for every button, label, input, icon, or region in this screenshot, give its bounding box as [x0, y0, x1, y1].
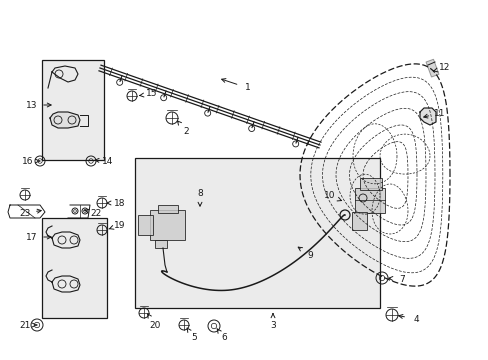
Text: 8: 8 — [197, 189, 203, 198]
Text: 22: 22 — [90, 208, 102, 217]
Text: 7: 7 — [398, 274, 404, 284]
Bar — [135, 158, 379, 308]
Bar — [158, 205, 178, 213]
Text: 20: 20 — [149, 320, 161, 329]
Text: 23: 23 — [19, 208, 31, 217]
Text: 21: 21 — [19, 320, 31, 329]
Polygon shape — [50, 112, 80, 128]
Bar — [351, 212, 366, 230]
Bar — [155, 240, 167, 248]
Text: 19: 19 — [114, 220, 125, 230]
Text: 16: 16 — [22, 157, 34, 166]
Text: 5: 5 — [191, 333, 197, 342]
Bar — [425, 59, 438, 77]
Text: 3: 3 — [269, 321, 275, 330]
Text: 13: 13 — [26, 100, 38, 109]
Text: 6: 6 — [221, 333, 226, 342]
Text: 9: 9 — [306, 251, 312, 260]
Bar — [359, 178, 381, 190]
Text: 10: 10 — [324, 192, 335, 201]
Bar — [42, 60, 104, 160]
Text: 18: 18 — [114, 198, 125, 207]
Text: 12: 12 — [438, 63, 450, 72]
Bar — [42, 218, 107, 318]
Polygon shape — [419, 108, 435, 125]
Text: 1: 1 — [244, 84, 250, 93]
Bar — [354, 188, 384, 213]
Text: 17: 17 — [26, 233, 38, 242]
Text: 2: 2 — [183, 126, 188, 135]
Bar — [138, 215, 153, 235]
Text: 15: 15 — [146, 90, 158, 99]
Text: 14: 14 — [102, 157, 113, 166]
Text: 11: 11 — [433, 108, 445, 117]
Text: 4: 4 — [412, 315, 418, 324]
Bar — [150, 210, 184, 240]
